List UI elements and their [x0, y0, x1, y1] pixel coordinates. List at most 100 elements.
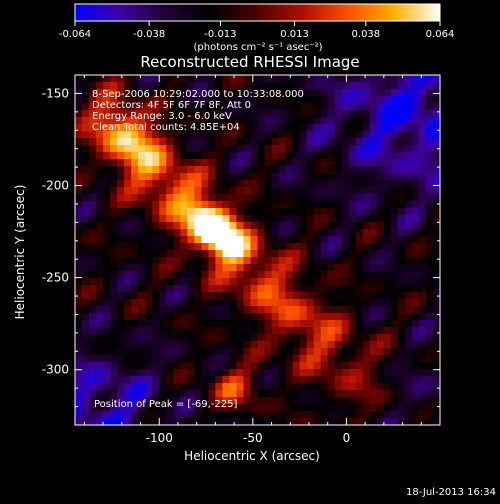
heatmap-cell	[180, 89, 188, 97]
heatmap-cell	[334, 138, 343, 146]
heatmap-cell	[299, 362, 308, 370]
heatmap-cell	[425, 138, 434, 146]
heatmap-cell	[152, 222, 160, 230]
heatmap-cell	[201, 96, 209, 104]
heatmap-cell	[75, 341, 83, 349]
heatmap-cell	[313, 271, 322, 279]
heatmap-cell	[124, 411, 132, 419]
heatmap-cell	[243, 215, 252, 223]
heatmap-cell	[180, 390, 188, 398]
heatmap-cell	[418, 306, 427, 314]
heatmap-cell	[390, 327, 399, 335]
heatmap-cell	[159, 250, 167, 258]
heatmap-cell	[327, 355, 336, 363]
heatmap-cell	[187, 320, 195, 328]
heatmap-cell	[236, 194, 245, 202]
heatmap-cell	[222, 264, 231, 272]
heatmap-cell	[292, 131, 301, 139]
heatmap-cell	[348, 152, 357, 160]
heatmap-cell	[208, 285, 216, 293]
heatmap-cell	[222, 75, 231, 83]
heatmap-cell	[236, 285, 245, 293]
heatmap-cell	[201, 138, 209, 146]
heatmap-cell	[383, 341, 392, 349]
heatmap-cell	[257, 222, 266, 230]
heatmap-cell	[159, 138, 167, 146]
heatmap-cell	[432, 362, 441, 370]
heatmap-cell	[257, 229, 266, 237]
heatmap-cell	[320, 236, 329, 244]
heatmap-cell	[271, 103, 280, 111]
heatmap-cell	[376, 313, 385, 321]
heatmap-cell	[215, 152, 223, 160]
heatmap-cell	[271, 278, 280, 286]
heatmap-cell	[306, 390, 315, 398]
heatmap-cell	[404, 145, 413, 153]
heatmap-cell	[215, 306, 223, 314]
heatmap-cell	[383, 369, 392, 377]
heatmap-cell	[327, 82, 336, 90]
heatmap-cell	[278, 411, 287, 419]
heatmap-cell	[208, 96, 216, 104]
heatmap-cell	[194, 222, 202, 230]
heatmap-cell	[187, 264, 195, 272]
heatmap-cell	[376, 166, 385, 174]
heatmap-cell	[117, 103, 125, 111]
heatmap-cell	[278, 390, 287, 398]
heatmap-cell	[208, 180, 216, 188]
heatmap-cell	[313, 194, 322, 202]
heatmap-cell	[376, 264, 385, 272]
heatmap-cell	[278, 145, 287, 153]
heatmap-cell	[194, 138, 202, 146]
heatmap-cell	[383, 236, 392, 244]
heatmap-cell	[376, 257, 385, 265]
heatmap-cell	[229, 236, 238, 244]
heatmap-cell	[362, 327, 371, 335]
heatmap-cell	[166, 390, 174, 398]
heatmap-cell	[201, 187, 209, 195]
heatmap-cell	[257, 264, 266, 272]
heatmap-cell	[376, 180, 385, 188]
heatmap-cell	[348, 348, 357, 356]
heatmap-cell	[82, 75, 90, 83]
heatmap-cell	[376, 229, 385, 237]
heatmap-cell	[292, 138, 301, 146]
heatmap-cell	[313, 397, 322, 405]
heatmap-cell	[257, 194, 266, 202]
heatmap-cell	[411, 327, 420, 335]
heatmap-cell	[166, 376, 174, 384]
heatmap-cell	[75, 103, 83, 111]
heatmap-cell	[278, 271, 287, 279]
heatmap-cell	[159, 327, 167, 335]
heatmap-cell	[187, 89, 195, 97]
heatmap-cell	[306, 334, 315, 342]
heatmap-cell	[110, 285, 118, 293]
heatmap-cell	[306, 250, 315, 258]
heatmap-cell	[138, 320, 146, 328]
heatmap-cell	[201, 418, 209, 426]
heatmap-cell	[187, 117, 195, 125]
heatmap-cell	[271, 306, 280, 314]
heatmap-cell	[75, 257, 83, 265]
heatmap-cell	[236, 152, 245, 160]
heatmap-cell	[334, 264, 343, 272]
heatmap-cell	[411, 348, 420, 356]
heatmap-cell	[194, 110, 202, 118]
heatmap-cell	[117, 285, 125, 293]
heatmap-cell	[131, 411, 139, 419]
heatmap-cell	[159, 341, 167, 349]
heatmap-cell	[313, 299, 322, 307]
heatmap-cell	[355, 418, 364, 426]
x-axis-ticks: -100 -50 0	[83, 75, 422, 445]
heatmap-cell	[138, 75, 146, 83]
heatmap-cell	[299, 166, 308, 174]
heatmap-cell	[145, 138, 153, 146]
heatmap-cell	[362, 362, 371, 370]
heatmap-cell	[425, 159, 434, 167]
heatmap-cell	[327, 96, 336, 104]
heatmap-cell	[110, 152, 118, 160]
heatmap-cell	[159, 376, 167, 384]
heatmap-cell	[432, 208, 441, 216]
heatmap-cell	[320, 327, 329, 335]
heatmap-cell	[208, 159, 216, 167]
